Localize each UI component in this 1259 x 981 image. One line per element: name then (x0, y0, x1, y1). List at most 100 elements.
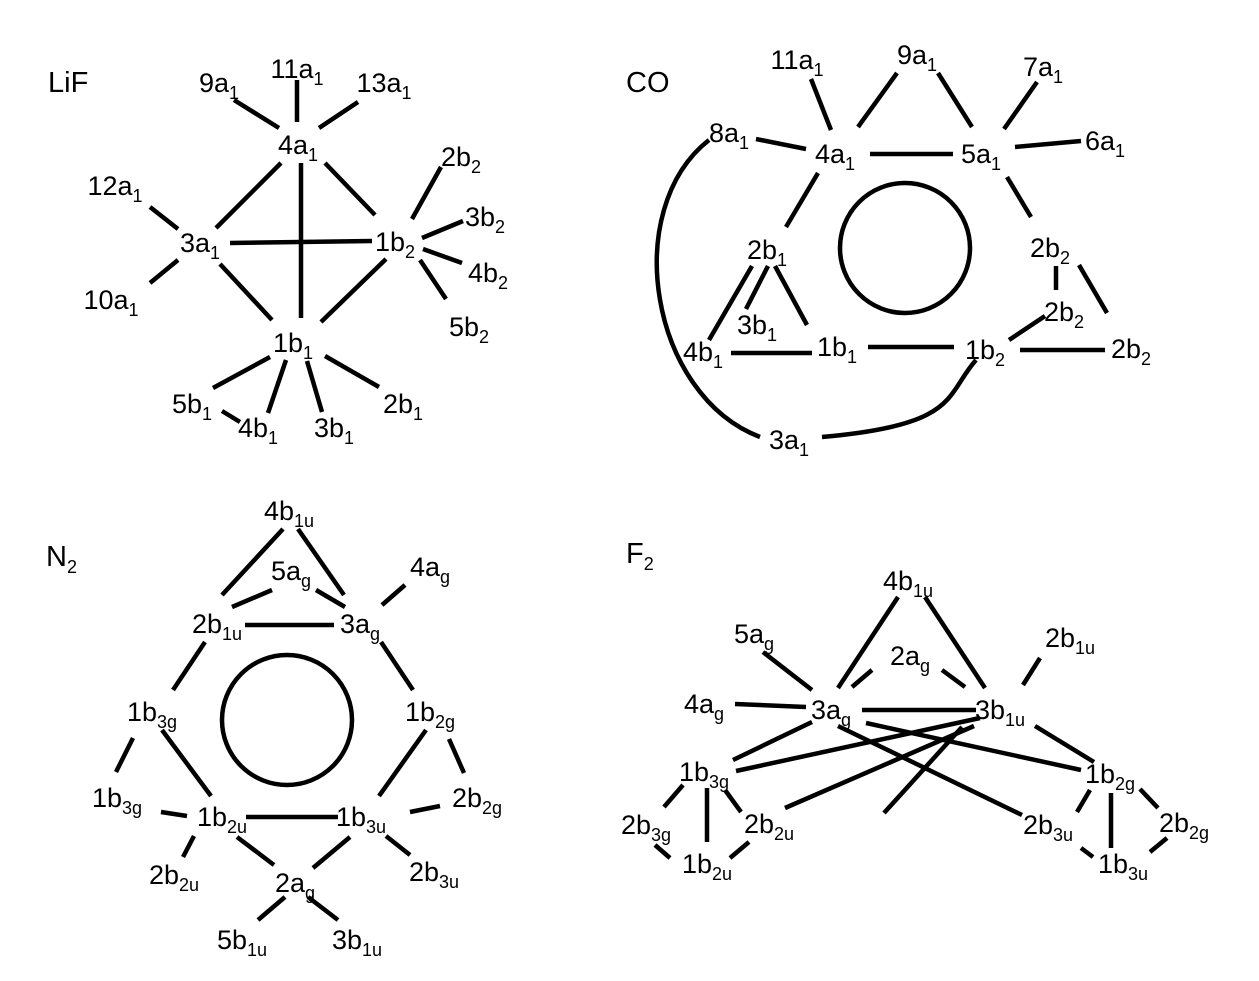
lif-node-1b1: 1b1 (273, 328, 313, 363)
f2-node-1b2u: 1b2u (682, 849, 732, 884)
lif-node-5b1: 5b1 (172, 389, 212, 424)
edge-62 (940, 668, 967, 689)
edge-39 (296, 527, 346, 597)
n2-node-4b1u: 4b1u (264, 496, 314, 531)
co-node-4a1: 4a1 (815, 139, 855, 174)
edge-54 (384, 834, 412, 857)
edge-11 (410, 165, 443, 221)
f2-node-4b1u: 4b1u (883, 566, 933, 601)
co-node-1b1: 1b1 (817, 332, 857, 367)
edge-61 (850, 668, 874, 689)
lif-node-5b2: 5b2 (449, 312, 489, 347)
n2-node-1b3g_b: 1b3g (92, 783, 142, 818)
edge-22 (936, 71, 974, 129)
n2-node-2ag: 2ag (275, 868, 315, 903)
n2-node-2b1u: 2b1u (192, 609, 242, 644)
edge-59 (836, 595, 900, 690)
edge-45 (379, 640, 415, 692)
edge-55 (235, 835, 276, 867)
edge-78 (728, 840, 751, 860)
f2-node-3b1u: 3b1u (975, 695, 1025, 730)
edge-24 (755, 136, 807, 152)
co-node-2b2c: 2b2 (1111, 334, 1151, 369)
co-node-1b2: 1b2 (965, 335, 1005, 370)
lif-node-12a1: 12a1 (87, 171, 142, 206)
edge-72 (865, 720, 1082, 773)
edge-15 (211, 355, 272, 390)
edge-4 (323, 161, 377, 217)
lif-node-1b2: 1b2 (375, 227, 415, 262)
lif-node-3b1: 3b1 (314, 413, 354, 448)
lif-node-9a1: 9a1 (199, 68, 239, 103)
edge-65 (734, 701, 807, 710)
f2-node-2b3g: 2b3g (621, 810, 671, 845)
co-node-5a1: 5a1 (961, 139, 1001, 174)
edge-6 (148, 205, 180, 231)
edge-25 (1002, 80, 1039, 131)
f2-node-1b2g: 1b2g (1085, 759, 1135, 794)
lif-node-2b2: 2b2 (441, 142, 481, 177)
co-node-11a1: 11a1 (770, 45, 823, 80)
edge-10 (319, 257, 388, 324)
n2-node-1b3g: 1b3g (127, 697, 177, 732)
edge-26 (1014, 138, 1082, 150)
edge-27 (784, 171, 820, 229)
edge-82 (1138, 787, 1160, 810)
co-node-4b1: 4b1 (683, 337, 723, 372)
edge-1 (232, 98, 281, 130)
edge-19 (220, 409, 242, 424)
edge-13 (422, 246, 463, 266)
edge-21 (856, 71, 899, 129)
co-ring (837, 180, 973, 316)
edge-52 (409, 803, 441, 815)
n2-node-2b3u: 2b3u (409, 857, 459, 892)
n2-node-3ag: 3ag (340, 609, 380, 644)
f2-node-2ag: 2ag (890, 641, 930, 676)
edge-8 (229, 238, 373, 246)
co-node-2b1: 2b1 (747, 235, 787, 270)
edge-12 (421, 218, 464, 241)
n2-ring (219, 652, 355, 788)
lif-title: LiF (48, 67, 88, 99)
edge-43 (380, 583, 407, 607)
n2-node-2b2u: 2b2u (149, 860, 199, 895)
edge-44 (171, 640, 207, 692)
lif-node-11a1: 11a1 (270, 54, 323, 89)
edge-75 (653, 843, 672, 860)
n2-node-1b2g: 1b2g (405, 697, 455, 732)
n2-node-5b1u: 5b1u (217, 925, 267, 960)
edge-60 (923, 595, 987, 690)
co-node-8a1: 8a1 (709, 118, 749, 153)
edge-40 (231, 587, 273, 610)
edge-80 (1079, 846, 1095, 859)
edge-36 (1007, 314, 1047, 342)
edge-67 (732, 719, 813, 763)
f2-node-3ag: 3ag (811, 695, 851, 730)
co-node-2b2b: 2b2 (1044, 297, 1084, 332)
lif-node-10a1: 10a1 (83, 285, 138, 320)
edge-9 (218, 262, 274, 322)
n2-node-2b2g: 2b2g (452, 783, 502, 818)
edge-17 (304, 360, 325, 413)
co-node-2b2a: 2b2 (1030, 233, 1070, 268)
edge-53 (181, 834, 196, 859)
n2-node-1b2u: 1b2u (197, 802, 247, 837)
n2-node-3b1u: 3b1u (332, 925, 382, 960)
lif-node-3b2: 3b2 (465, 202, 505, 237)
lif-node-3a1: 3a1 (180, 228, 220, 263)
edge-20 (808, 78, 834, 131)
edge-58 (306, 895, 340, 922)
f2-node-2b1u: 2b1u (1045, 623, 1095, 658)
edge-18 (323, 354, 381, 389)
edge-31 (707, 264, 754, 342)
co-title: CO (626, 67, 670, 99)
f2-node-1b3u: 1b3u (1098, 849, 1148, 884)
edge-38 (220, 527, 285, 597)
edge-3 (214, 161, 283, 230)
n2-node-1b3u: 1b3u (336, 802, 386, 837)
edge-46 (160, 728, 213, 798)
edge-73 (1033, 724, 1096, 764)
edge-28 (1005, 175, 1033, 219)
edge-56 (311, 835, 352, 870)
